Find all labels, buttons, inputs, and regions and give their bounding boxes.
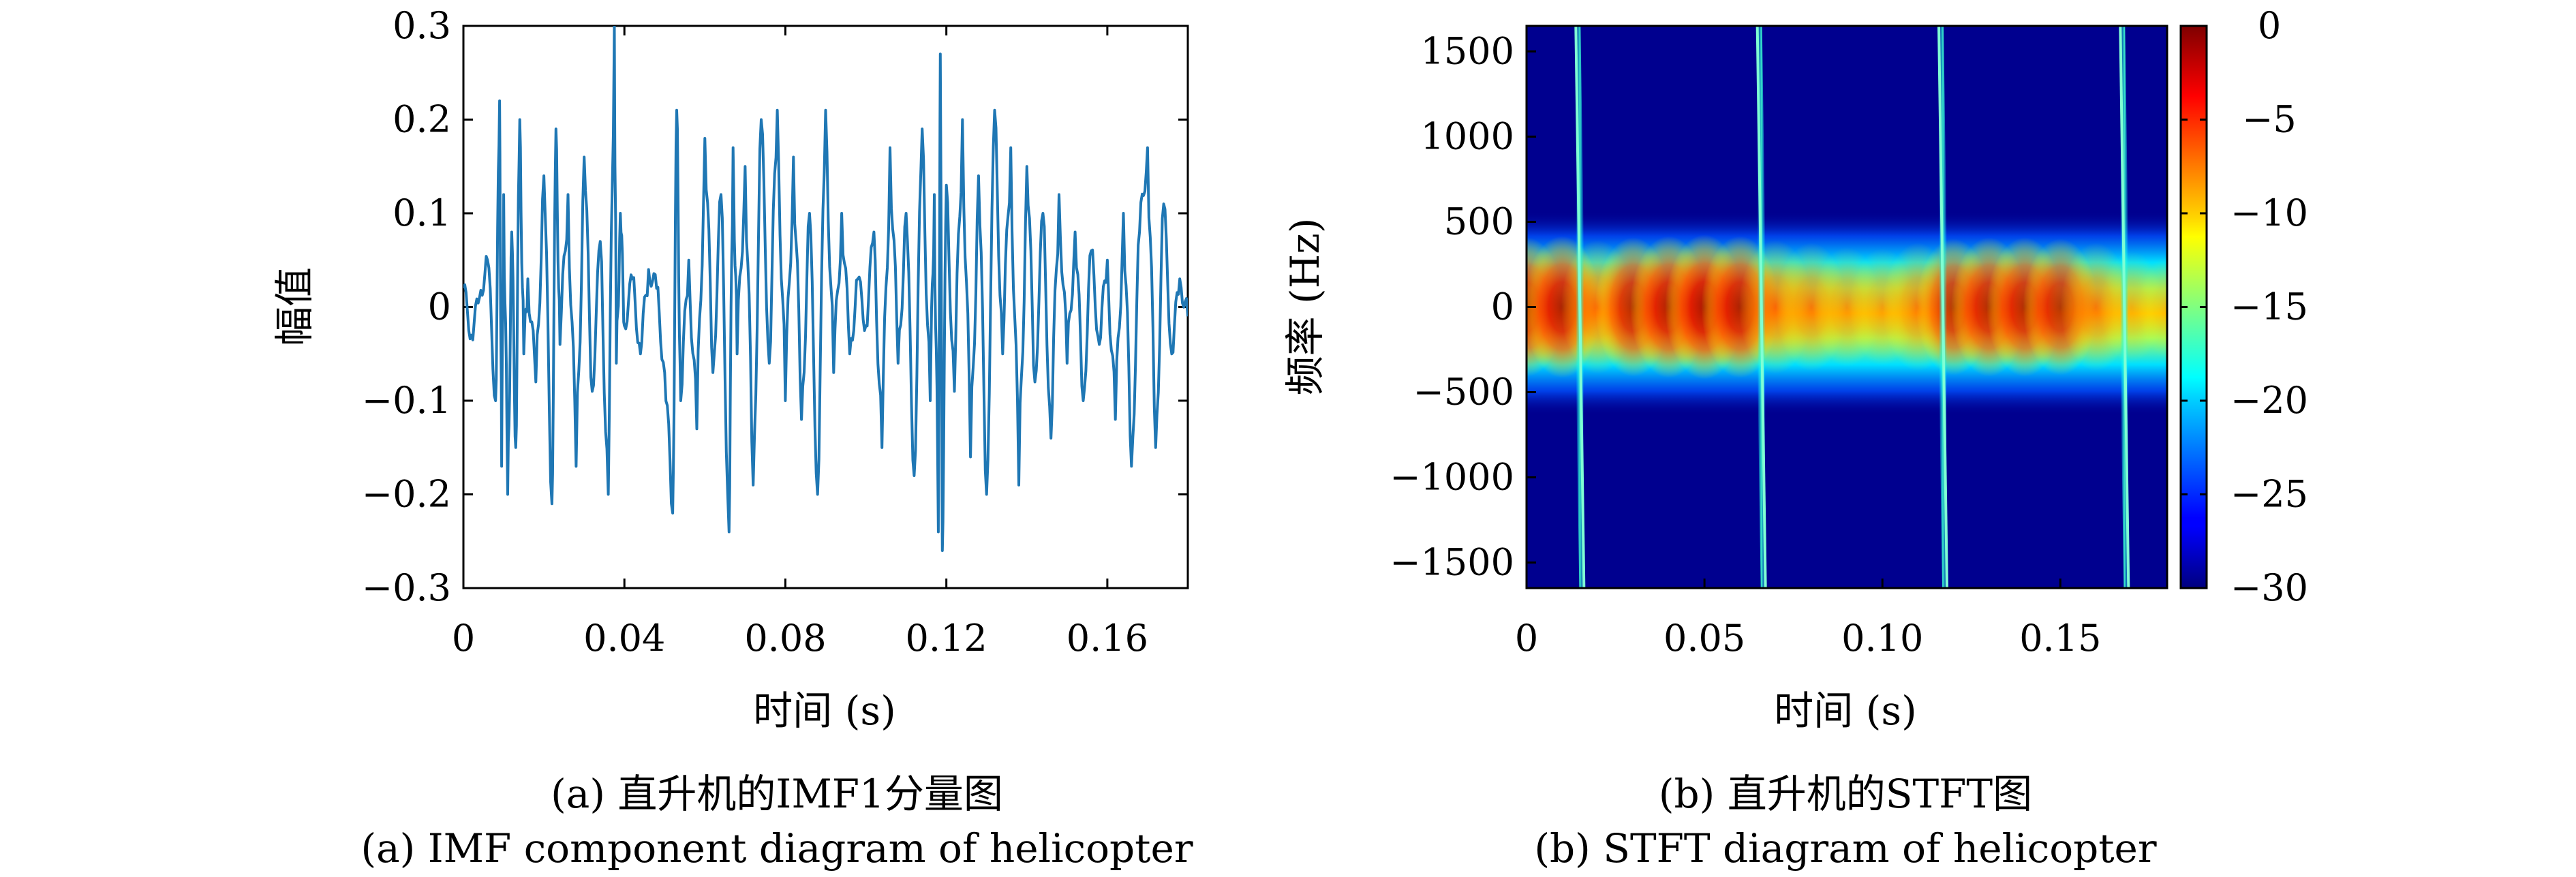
imf-y-tick-label: 0.2 bbox=[393, 98, 451, 141]
caption-a-en: (a) IMF component diagram of helicopter bbox=[361, 825, 1193, 872]
imf-y-tick-label: −0.1 bbox=[362, 379, 451, 422]
caption-a-cn: (a) 直升机的IMF1分量图 bbox=[551, 771, 1003, 817]
imf-ticks: 0 0.04 0.08 0.12 0.16 −0.3 −0.2 −0.1 0 0.1 0.2 0.3 bbox=[362, 4, 1188, 660]
imf-series-line bbox=[463, 26, 1188, 552]
stft-x-tick-label: 0 bbox=[1515, 617, 1538, 660]
colorbar-tick-label: −30 bbox=[2230, 566, 2308, 609]
stft-y-tick-label: −1000 bbox=[1390, 456, 1514, 499]
stft-y-tick-label: −1500 bbox=[1390, 541, 1514, 584]
imf-x-tick-label: 0.12 bbox=[906, 617, 987, 660]
stft-flash-core bbox=[1755, 26, 1767, 588]
imf-y-tick-label: −0.3 bbox=[362, 566, 451, 609]
stft-flash-core bbox=[1937, 26, 1948, 588]
stft-y-tick-label: 1500 bbox=[1421, 30, 1514, 73]
colorbar-tick-label: −5 bbox=[2242, 98, 2297, 141]
imf-x-tick-label: 0.04 bbox=[583, 617, 665, 660]
stft-x-tick-label: 0.15 bbox=[2019, 617, 2101, 660]
colorbar-tick-label: −25 bbox=[2230, 473, 2308, 516]
stft-heat bbox=[1527, 26, 2167, 588]
stft-flash-core bbox=[1574, 26, 1586, 588]
imf-x-tick-label: 0.08 bbox=[744, 617, 826, 660]
stft-x-tick-label: 0.05 bbox=[1663, 617, 1745, 660]
stft-flash-core bbox=[2119, 26, 2130, 588]
imf-y-tick-label: 0.1 bbox=[393, 191, 451, 234]
colorbar-tick-label: −20 bbox=[2230, 379, 2308, 422]
imf-panel: 0 0.04 0.08 0.12 0.16−0.3−0.2−0.100.10.20.3 … bbox=[271, 4, 1189, 734]
stft-flashes bbox=[1571, 26, 2134, 588]
imf-y-tick-label: 0 bbox=[428, 286, 451, 328]
colorbar-tick-label: 0 bbox=[2258, 4, 2281, 47]
imf-y-axis-title: 幅值 bbox=[271, 267, 318, 346]
imf-y-tick-label: 0.3 bbox=[393, 4, 451, 47]
stft-ticks: 0 0.05 0.10 0.15 1500 1000 500 0 −500 −1000 −1500 bbox=[1390, 30, 2101, 660]
colorbar-tick-label: −15 bbox=[2230, 286, 2308, 328]
stft-blobs bbox=[1527, 234, 2167, 380]
stft-y-tick-label: −500 bbox=[1413, 371, 1514, 414]
imf-x-tick-label: 0.16 bbox=[1067, 617, 1148, 660]
caption-b-cn: (b) 直升机的STFT图 bbox=[1659, 771, 2032, 817]
stft-y-tick-label: 0 bbox=[1491, 286, 1514, 328]
colorbar-tick-label: −10 bbox=[2230, 191, 2308, 234]
colorbar-ticks: 0 −5 −10 −15 −20 −25 −30 bbox=[2181, 4, 2308, 609]
stft-x-axis-title: 时间 (s) bbox=[1774, 688, 1916, 734]
stft-y-tick-label: 500 bbox=[1444, 200, 1514, 243]
stft-y-axis-title: 频率 (Hz) bbox=[1282, 218, 1328, 396]
stft-intensity-blob bbox=[2138, 256, 2167, 358]
imf-x-tick-label: 0 bbox=[452, 617, 475, 660]
imf-x-axis-title: 时间 (s) bbox=[753, 688, 895, 734]
stft-x-tick-label: 0.10 bbox=[1841, 617, 1923, 660]
caption-b-en: (b) STFT diagram of helicopter bbox=[1534, 825, 2156, 872]
stft-panel: 0 0.05 0.10 0.15150010005000−500−1000−1500 … bbox=[1282, 4, 2308, 734]
imf-y-tick-label: −0.2 bbox=[362, 473, 451, 516]
stft-y-tick-label: 1000 bbox=[1421, 115, 1514, 158]
